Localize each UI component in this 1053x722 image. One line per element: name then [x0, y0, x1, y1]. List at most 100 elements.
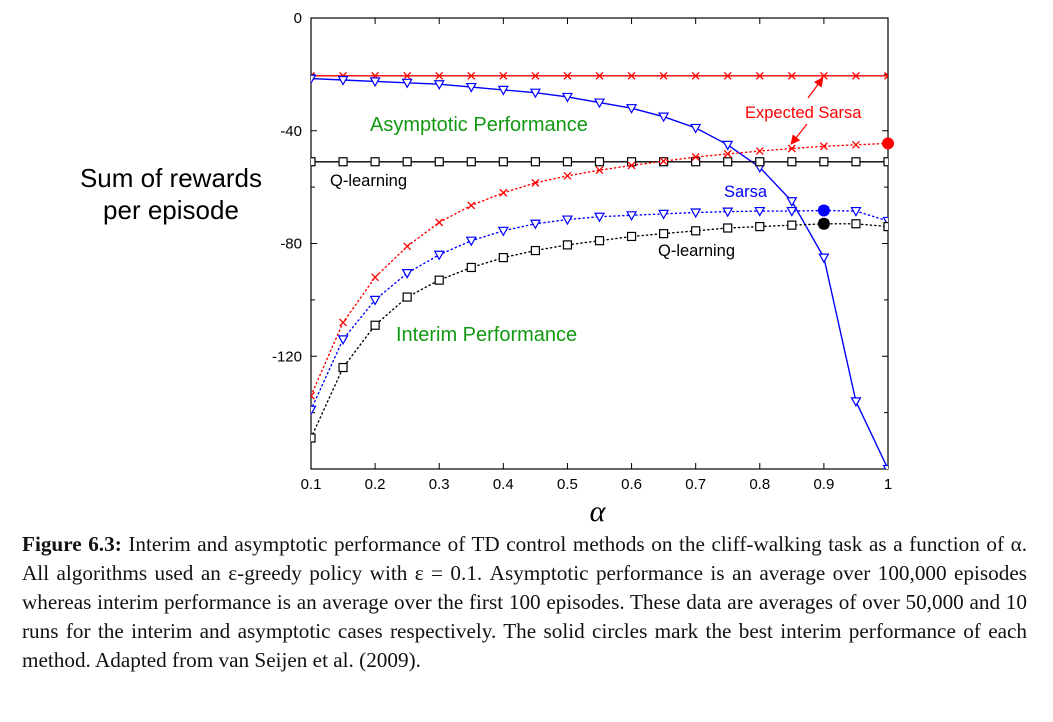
- best-interim-expected-sarsa-dot: [882, 137, 894, 150]
- data-point-square-marker: [755, 157, 765, 167]
- data-point-x-marker: [884, 71, 888, 80]
- data-point-triangle-marker: [369, 77, 381, 88]
- data-point-triangle-marker: [593, 212, 606, 223]
- data-point-triangle-marker: [337, 335, 349, 346]
- x-tick-label: 1: [884, 476, 892, 493]
- data-point-square-marker: [338, 157, 348, 167]
- data-point-triangle-marker: [626, 104, 638, 114]
- data-point-square-marker: [402, 292, 412, 302]
- arrow-to-expected-sarsa-asymptotic: [807, 77, 824, 99]
- data-point-square-marker: [498, 252, 508, 263]
- annotation-expected-sarsa: Expected Sarsa: [745, 104, 862, 122]
- data-point-square-marker: [370, 157, 380, 167]
- data-point-x-marker: [499, 71, 508, 80]
- data-point-x-marker: [499, 188, 508, 197]
- annotation-layer: Asymptotic Performance Interim Performanc…: [330, 77, 862, 346]
- data-point-triangle-marker: [433, 250, 445, 261]
- data-point-triangle-marker: [786, 197, 798, 207]
- data-point-x-marker: [563, 171, 572, 180]
- data-point-triangle-marker: [690, 123, 702, 134]
- best-interim-sarsa-dot: [817, 204, 830, 217]
- data-point-triangle-marker: [401, 78, 413, 89]
- data-point-triangle-marker: [497, 85, 509, 96]
- data-point-triangle-marker: [786, 206, 798, 217]
- data-point-square-marker: [530, 245, 540, 256]
- data-point-triangle-marker: [722, 207, 734, 218]
- x-axis-label: α: [590, 495, 607, 528]
- figure-caption: Figure 6.3: Interim and asymptotic perfo…: [22, 530, 1027, 675]
- data-point-x-marker: [851, 71, 860, 80]
- data-point-triangle-marker: [593, 98, 606, 109]
- data-point-triangle-marker: [311, 74, 317, 85]
- data-point-triangle-marker: [850, 206, 862, 217]
- data-point-x-marker: [723, 149, 732, 158]
- data-point-square-marker: [851, 157, 861, 167]
- arrow-to-expected-sarsa-interim: [790, 123, 808, 145]
- annotation-asymptotic-performance: Asymptotic Performance: [370, 114, 588, 136]
- data-point-triangle-marker: [465, 236, 477, 247]
- axis-ticks: 0.1 0.2 0.3 0.4 0.5 0.6 0.7 0.8 0.9 1 0 -40 -80 -120 α: [272, 10, 892, 528]
- series-layer: [311, 71, 894, 469]
- data-point-triangle-marker: [722, 140, 734, 151]
- data-point-square-marker: [402, 157, 412, 167]
- data-point-square-marker: [691, 226, 701, 236]
- series-q-learning-asymptotic: [311, 157, 888, 167]
- data-point-x-marker: [819, 142, 828, 151]
- data-point-x-marker: [531, 178, 540, 187]
- data-point-x-marker: [787, 144, 796, 153]
- data-point-square-marker: [755, 221, 765, 232]
- data-point-triangle-marker: [690, 208, 702, 219]
- data-point-x-marker: [595, 71, 604, 80]
- x-tick-label: 0.6: [621, 476, 642, 493]
- data-point-square-marker: [883, 157, 888, 167]
- y-tick-label: -120: [272, 348, 302, 365]
- series-expected-sarsa-asymptotic: [311, 71, 888, 80]
- data-point-square-marker: [498, 157, 508, 167]
- data-point-square-marker: [562, 157, 573, 167]
- data-point-x-marker: [531, 71, 540, 80]
- data-point-triangle-marker: [818, 253, 830, 264]
- data-point-x-marker: [435, 218, 444, 227]
- data-point-triangle-marker: [561, 92, 573, 103]
- y-axis-label: Sum of rewards per episode: [60, 162, 282, 226]
- data-point-triangle-marker: [529, 88, 541, 99]
- data-point-x-marker: [467, 71, 476, 80]
- data-point-x-marker: [755, 71, 764, 80]
- data-point-triangle-marker: [497, 226, 509, 237]
- data-point-x-marker: [311, 391, 315, 400]
- data-point-square-marker: [370, 320, 380, 330]
- data-point-square-marker: [626, 231, 637, 242]
- data-point-x-marker: [691, 71, 700, 80]
- data-point-triangle-marker: [337, 75, 349, 86]
- data-point-x-marker: [403, 71, 412, 80]
- data-point-triangle-marker: [369, 295, 381, 306]
- data-point-x-marker: [371, 273, 380, 282]
- data-point-triangle-marker: [465, 82, 477, 93]
- figure-caption-label: Figure 6.3:: [22, 532, 122, 556]
- data-point-square-marker: [562, 240, 573, 250]
- data-point-square-marker: [819, 157, 829, 167]
- x-tick-label: 0.4: [493, 476, 514, 493]
- td-control-performance-chart: 0.1 0.2 0.3 0.4 0.5 0.6 0.7 0.8 0.9 1 0 -40 -80 -120 α…: [272, 10, 894, 528]
- data-point-square-marker: [466, 262, 476, 273]
- data-point-square-marker: [594, 157, 605, 167]
- x-tick-label: 0.8: [749, 476, 770, 493]
- data-point-triangle-marker: [626, 211, 638, 222]
- annotation-q-learning-interim: Q-learning: [658, 242, 735, 260]
- data-point-square-marker: [851, 219, 861, 229]
- data-point-square-marker: [338, 362, 348, 373]
- data-point-square-marker: [434, 275, 444, 285]
- data-point-x-marker: [563, 71, 572, 80]
- data-point-square-marker: [530, 157, 540, 167]
- data-point-x-marker: [851, 140, 860, 149]
- data-point-square-marker: [659, 229, 669, 239]
- annotation-interim-performance: Interim Performance: [396, 324, 577, 346]
- x-tick-label: 0.7: [685, 476, 706, 493]
- data-point-x-marker: [435, 71, 444, 80]
- data-point-square-marker: [466, 157, 476, 167]
- data-point-square-marker: [434, 157, 444, 167]
- data-point-triangle-marker: [401, 268, 413, 279]
- x-tick-label: 0.9: [813, 476, 834, 493]
- data-point-triangle-marker: [433, 80, 445, 90]
- annotation-sarsa: Sarsa: [724, 183, 768, 201]
